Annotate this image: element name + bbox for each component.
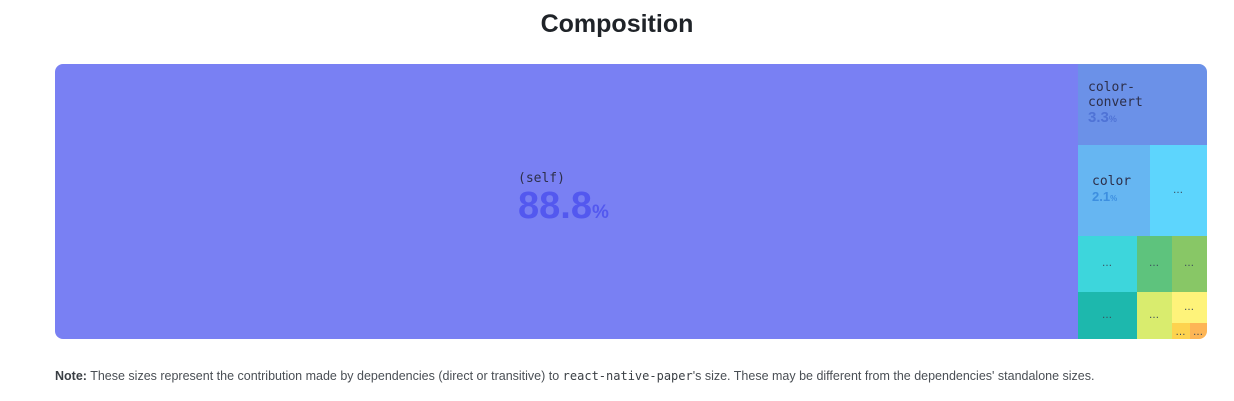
treemap-tile[interactable]: (self) 88.8% (55, 64, 1078, 339)
treemap-tile[interactable]: … (1172, 236, 1207, 292)
treemap: (self) 88.8% color- convert 3.3% color 2.1%……… (55, 64, 1207, 339)
tile-percentage-value: 2.1 (1092, 189, 1111, 204)
treemap-tile[interactable]: … (1078, 292, 1137, 339)
tile-percentage-value: 88.8 (518, 185, 592, 227)
treemap-tile[interactable]: color 2.1% (1078, 145, 1150, 236)
treemap-tile[interactable]: … (1137, 292, 1172, 339)
tile-ellipsis: … (1175, 327, 1187, 338)
tile-label: (self) (518, 171, 565, 186)
tile-percentage: 3.3% (1088, 110, 1143, 127)
tile-ellipsis: … (1102, 309, 1113, 321)
treemap-tile[interactable]: … (1078, 236, 1137, 292)
tile-ellipsis: … (1193, 327, 1204, 338)
note-label: Note: (55, 369, 87, 383)
note-text-before: These sizes represent the contribution m… (86, 369, 563, 383)
tile-ellipsis: … (1149, 257, 1160, 269)
tile-percentage-unit: % (1108, 114, 1117, 124)
note-text-after: 's size. These may be different from the… (692, 369, 1095, 383)
tile-percentage-unit: % (1110, 194, 1118, 203)
tile-percentage: 2.1% (1092, 189, 1131, 206)
tile-percentage-value: 3.3 (1088, 109, 1109, 126)
tile-ellipsis: … (1184, 301, 1195, 313)
treemap-tile[interactable]: … (1137, 236, 1172, 292)
treemap-tile[interactable]: … (1172, 292, 1207, 323)
treemap-tile[interactable]: … (1172, 323, 1190, 339)
tile-ellipsis: … (1149, 309, 1160, 321)
tile-ellipsis: … (1173, 184, 1184, 196)
treemap-tile[interactable]: color- convert 3.3% (1078, 64, 1207, 145)
footnote: Note: These sizes represent the contribu… (55, 369, 1094, 383)
tile-ellipsis: … (1184, 257, 1195, 269)
package-name: react-native-paper (562, 369, 693, 383)
treemap-tile[interactable]: … (1150, 145, 1207, 236)
tile-percentage-unit: % (591, 202, 609, 223)
chart-title: Composition (540, 10, 694, 38)
treemap-tile[interactable]: … (1190, 323, 1207, 339)
tile-ellipsis: … (1102, 257, 1113, 269)
tile-percentage: 88.8% (518, 186, 609, 234)
tile-label: color- convert (1088, 80, 1143, 110)
tile-label: color (1092, 174, 1132, 189)
